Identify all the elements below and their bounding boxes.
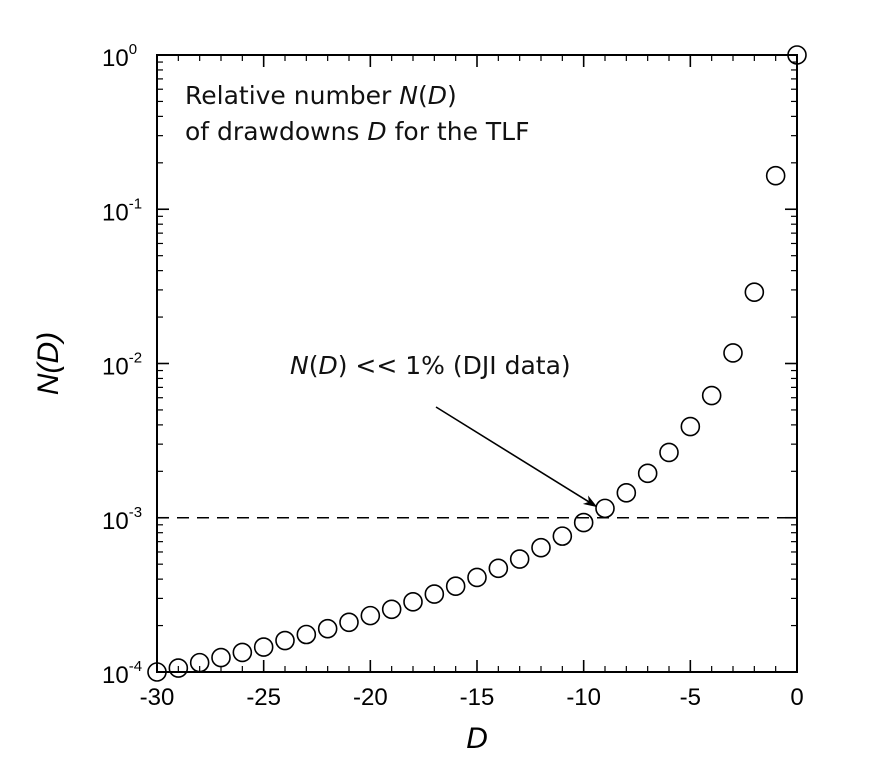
data-point	[531, 537, 551, 558]
data-point	[744, 282, 765, 302]
data-point	[403, 592, 423, 612]
y-tick-label: 10-3	[102, 504, 142, 535]
data-point	[701, 385, 722, 406]
data-point	[339, 612, 359, 633]
annotation-arrow	[435, 406, 598, 508]
data-point	[360, 605, 381, 626]
x-tick-label: -15	[460, 684, 495, 711]
y-tick-label: 10-2	[102, 350, 142, 381]
x-tick-label: -10	[566, 684, 601, 711]
data-point	[275, 630, 295, 651]
data-point	[211, 647, 231, 668]
x-tick-label: -20	[353, 684, 388, 711]
data-point	[296, 624, 317, 645]
x-axis-title: D	[466, 722, 488, 755]
data-point	[637, 463, 658, 484]
y-axis-title: N(D)	[32, 332, 65, 395]
data-point	[232, 642, 253, 663]
data-point	[680, 416, 701, 437]
data-point	[616, 483, 637, 503]
data-point	[168, 658, 189, 678]
data-point	[723, 343, 743, 363]
data-point	[381, 599, 402, 620]
data-point	[765, 165, 786, 186]
y-tick-label: 10-1	[102, 195, 142, 226]
x-tick-label: -25	[246, 684, 281, 711]
data-point	[509, 549, 530, 569]
data-point	[445, 576, 466, 596]
data-point	[488, 558, 509, 579]
x-tick-label: 0	[790, 684, 803, 711]
y-tick-label: 100	[102, 41, 137, 72]
data-point	[573, 512, 594, 533]
data-point	[253, 637, 274, 657]
data-point	[659, 442, 679, 463]
annotation-legend-note: Relative number N(D) of drawdowns D for t…	[185, 81, 529, 146]
x-tick-label: -5	[680, 684, 701, 711]
data-point	[424, 584, 445, 604]
y-tick-label: 10-4	[102, 658, 142, 689]
annotation-arrow-note: N(D) << 1% (DJI data)	[290, 351, 571, 380]
data-point	[552, 526, 573, 546]
data-point	[467, 567, 487, 588]
x-tick-label: -30	[140, 684, 175, 711]
data-point	[595, 498, 615, 519]
data-point	[317, 618, 338, 639]
